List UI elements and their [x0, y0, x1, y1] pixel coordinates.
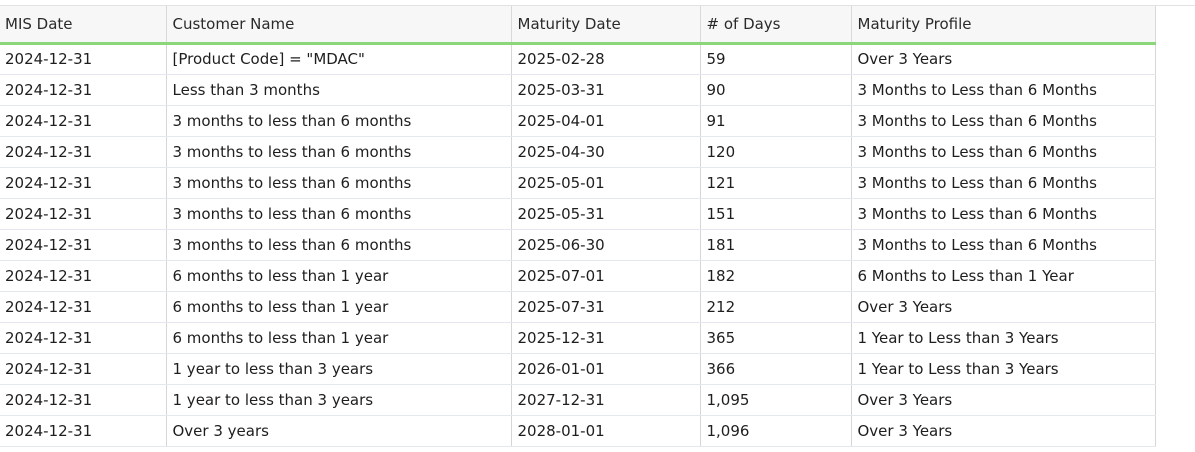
table-row[interactable]: 2024-12-31 6 months to less than 1 year …: [0, 260, 1156, 292]
column-header-days[interactable]: # of Days: [700, 6, 852, 45]
cell-customer-name[interactable]: 6 months to less than 1 year: [166, 291, 512, 323]
table-row[interactable]: 2024-12-31 Less than 3 months 2025-03-31…: [0, 74, 1156, 106]
cell-customer-name[interactable]: Over 3 years: [166, 415, 512, 447]
cell-maturity-date[interactable]: 2027-12-31: [511, 384, 701, 416]
cell-maturity-date[interactable]: 2025-03-31: [511, 74, 701, 106]
cell-maturity-date[interactable]: 2025-07-01: [511, 260, 701, 292]
header-row: MIS Date Customer Name Maturity Date # o…: [0, 6, 1156, 45]
cell-maturity-profile[interactable]: 6 Months to Less than 1 Year: [851, 260, 1156, 292]
cell-days[interactable]: 91: [700, 105, 852, 137]
cell-mis-date[interactable]: 2024-12-31: [0, 229, 167, 261]
cell-days[interactable]: 212: [700, 291, 852, 323]
cell-customer-name[interactable]: 6 months to less than 1 year: [166, 322, 512, 354]
cell-maturity-date[interactable]: 2025-04-30: [511, 136, 701, 168]
table-row[interactable]: 2024-12-31 3 months to less than 6 month…: [0, 198, 1156, 230]
cell-customer-name[interactable]: 1 year to less than 3 years: [166, 384, 512, 416]
cell-mis-date[interactable]: 2024-12-31: [0, 384, 167, 416]
column-header-customer-name[interactable]: Customer Name: [166, 6, 512, 45]
table-row[interactable]: 2024-12-31 3 months to less than 6 month…: [0, 105, 1156, 137]
cell-maturity-profile[interactable]: 3 Months to Less than 6 Months: [851, 136, 1156, 168]
cell-mis-date[interactable]: 2024-12-31: [0, 291, 167, 323]
cell-maturity-date[interactable]: 2025-06-30: [511, 229, 701, 261]
table-row[interactable]: 2024-12-31 1 year to less than 3 years 2…: [0, 384, 1156, 416]
cell-days[interactable]: 181: [700, 229, 852, 261]
cell-customer-name[interactable]: [Product Code] = "MDAC": [166, 43, 512, 75]
cell-maturity-profile[interactable]: 3 Months to Less than 6 Months: [851, 105, 1156, 137]
cell-maturity-profile[interactable]: 3 Months to Less than 6 Months: [851, 198, 1156, 230]
cell-customer-name[interactable]: 3 months to less than 6 months: [166, 198, 512, 230]
cell-customer-name[interactable]: 1 year to less than 3 years: [166, 353, 512, 385]
results-table: MIS Date Customer Name Maturity Date # o…: [0, 6, 1156, 447]
cell-maturity-date[interactable]: 2025-07-31: [511, 291, 701, 323]
cell-mis-date[interactable]: 2024-12-31: [0, 136, 167, 168]
cell-maturity-profile[interactable]: 3 Months to Less than 6 Months: [851, 74, 1156, 106]
column-header-maturity-profile[interactable]: Maturity Profile: [851, 6, 1156, 45]
cell-mis-date[interactable]: 2024-12-31: [0, 260, 167, 292]
cell-maturity-date[interactable]: 2025-12-31: [511, 322, 701, 354]
cell-mis-date[interactable]: 2024-12-31: [0, 43, 167, 75]
cell-mis-date[interactable]: 2024-12-31: [0, 415, 167, 447]
cell-days[interactable]: 121: [700, 167, 852, 199]
cell-days[interactable]: 1,095: [700, 384, 852, 416]
cell-days[interactable]: 151: [700, 198, 852, 230]
cell-customer-name[interactable]: 3 months to less than 6 months: [166, 167, 512, 199]
cell-maturity-profile[interactable]: 1 Year to Less than 3 Years: [851, 353, 1156, 385]
cell-customer-name[interactable]: 3 months to less than 6 months: [166, 229, 512, 261]
cell-maturity-date[interactable]: 2025-05-31: [511, 198, 701, 230]
cell-maturity-profile[interactable]: 3 Months to Less than 6 Months: [851, 229, 1156, 261]
grid-top-edge: [0, 0, 1195, 6]
table-row[interactable]: 2024-12-31 6 months to less than 1 year …: [0, 291, 1156, 323]
cell-days[interactable]: 90: [700, 74, 852, 106]
cell-mis-date[interactable]: 2024-12-31: [0, 74, 167, 106]
table-row[interactable]: 2024-12-31 Over 3 years 2028-01-01 1,096…: [0, 415, 1156, 447]
table-row[interactable]: 2024-12-31 6 months to less than 1 year …: [0, 322, 1156, 354]
cell-maturity-profile[interactable]: Over 3 Years: [851, 384, 1156, 416]
cell-days[interactable]: 1,096: [700, 415, 852, 447]
cell-maturity-profile[interactable]: Over 3 Years: [851, 291, 1156, 323]
table-row[interactable]: 2024-12-31 3 months to less than 6 month…: [0, 136, 1156, 168]
cell-maturity-profile[interactable]: 1 Year to Less than 3 Years: [851, 322, 1156, 354]
cell-mis-date[interactable]: 2024-12-31: [0, 105, 167, 137]
cell-mis-date[interactable]: 2024-12-31: [0, 198, 167, 230]
column-header-maturity-date[interactable]: Maturity Date: [511, 6, 701, 45]
cell-maturity-profile[interactable]: Over 3 Years: [851, 415, 1156, 447]
cell-customer-name[interactable]: 3 months to less than 6 months: [166, 105, 512, 137]
table-row[interactable]: 2024-12-31 [Product Code] = "MDAC" 2025-…: [0, 43, 1156, 75]
cell-mis-date[interactable]: 2024-12-31: [0, 167, 167, 199]
cell-customer-name[interactable]: 6 months to less than 1 year: [166, 260, 512, 292]
table-row[interactable]: 2024-12-31 3 months to less than 6 month…: [0, 167, 1156, 199]
table-row[interactable]: 2024-12-31 1 year to less than 3 years 2…: [0, 353, 1156, 385]
cell-maturity-date[interactable]: 2025-05-01: [511, 167, 701, 199]
cell-days[interactable]: 366: [700, 353, 852, 385]
cell-days[interactable]: 182: [700, 260, 852, 292]
cell-maturity-profile[interactable]: 3 Months to Less than 6 Months: [851, 167, 1156, 199]
cell-mis-date[interactable]: 2024-12-31: [0, 353, 167, 385]
table-row[interactable]: 2024-12-31 3 months to less than 6 month…: [0, 229, 1156, 261]
cell-mis-date[interactable]: 2024-12-31: [0, 322, 167, 354]
cell-days[interactable]: 120: [700, 136, 852, 168]
cell-days[interactable]: 59: [700, 43, 852, 75]
cell-maturity-date[interactable]: 2026-01-01: [511, 353, 701, 385]
cell-customer-name[interactable]: 3 months to less than 6 months: [166, 136, 512, 168]
cell-customer-name[interactable]: Less than 3 months: [166, 74, 512, 106]
cell-maturity-date[interactable]: 2025-02-28: [511, 43, 701, 75]
cell-days[interactable]: 365: [700, 322, 852, 354]
cell-maturity-date[interactable]: 2028-01-01: [511, 415, 701, 447]
cell-maturity-date[interactable]: 2025-04-01: [511, 105, 701, 137]
column-header-mis-date[interactable]: MIS Date: [0, 6, 167, 45]
cell-maturity-profile[interactable]: Over 3 Years: [851, 43, 1156, 75]
